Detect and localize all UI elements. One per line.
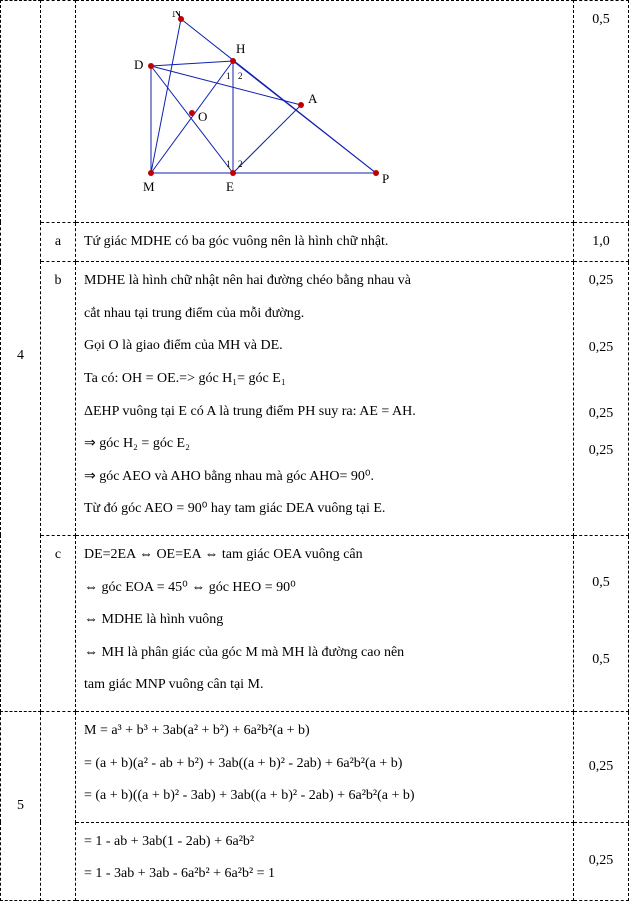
svg-text:A: A (308, 91, 318, 106)
pts-4c: 0,5 0,5 (574, 535, 629, 711)
answer-table: 4 NDHOAMEP1212 0,5 a Tứ giác MDHE có ba … (0, 0, 629, 901)
diagram-pts: 0,5 (574, 1, 629, 223)
line: cắt nhau tại trung điểm của mỗi đường. (84, 301, 565, 328)
svg-text:2: 2 (238, 159, 243, 169)
line: ⇔ MH là phân giác của góc M mà MH là đườ… (84, 640, 565, 667)
line: Gọi O là giao điểm của MH và DE. (84, 333, 565, 360)
line: ⇔ góc EOA = 45⁰ ⇔ góc HEO = 90⁰ (84, 575, 565, 602)
content-5-1: M = a³ + b³ + 3ab(a² + b²) + 6a²b²(a + b… (76, 711, 574, 822)
line: M = a³ + b³ + 3ab(a² + b²) + 6a²b²(a + b… (84, 718, 565, 745)
line: ⇒ góc AEO và AHO bằng nhau mà góc AHO= 9… (84, 464, 565, 491)
line: = (a + b)(a² - ab + b²) + 3ab((a + b)² -… (84, 751, 565, 778)
sub-5 (41, 711, 76, 900)
row-5-1: 5 M = a³ + b³ + 3ab(a² + b²) + 6a²b²(a +… (1, 711, 629, 822)
line: ⇔ MDHE là hình vuông (84, 607, 565, 634)
pts: 0,25 (578, 401, 624, 428)
line: = (a + b)((a + b)² - 3ab) + 3ab((a + b)²… (84, 783, 565, 810)
content-4a: Tứ giác MDHE có ba góc vuông nên là hình… (76, 222, 574, 262)
svg-text:O: O (198, 109, 207, 124)
line: tam giác MNP vuông cân tại M. (84, 672, 565, 699)
content-4c: DE=2EA ⇔ OE=EA ⇔ tam giác OEA vuông cân … (76, 535, 574, 711)
pts-4b: 0,25 0,25 0,25 0,25 (574, 262, 629, 536)
diagram-cell: NDHOAMEP1212 (76, 1, 574, 223)
sub-a: a (41, 222, 76, 262)
pts-5-2: 0,25 (574, 822, 629, 900)
row-4c: c DE=2EA ⇔ OE=EA ⇔ tam giác OEA vuông câ… (1, 535, 629, 711)
pts-diagram: 0,5 (592, 12, 610, 27)
svg-text:H: H (236, 41, 245, 56)
content-5-2: = 1 - ab + 3ab(1 - 2ab) + 6a²b² = 1 - 3a… (76, 822, 574, 900)
pts: 0,5 (578, 570, 624, 597)
pts-4a: 1,0 (574, 222, 629, 262)
question-number-4: 4 (1, 1, 41, 712)
svg-text:1: 1 (226, 71, 231, 81)
svg-text:2: 2 (238, 71, 243, 81)
content-4b: MDHE là hình chữ nhật nên hai đường chéo… (76, 262, 574, 536)
svg-text:P: P (382, 171, 389, 186)
pts: 0,5 (578, 647, 624, 674)
svg-text:N: N (172, 11, 182, 20)
line: = 1 - ab + 3ab(1 - 2ab) + 6a²b² (84, 829, 565, 856)
question-number-5: 5 (1, 711, 41, 900)
line: MDHE là hình chữ nhật nên hai đường chéo… (84, 268, 565, 295)
sub-c: c (41, 535, 76, 711)
diagram-sub (41, 1, 76, 223)
row-diagram: 4 NDHOAMEP1212 0,5 (1, 1, 629, 223)
line: ⇒ góc H₂ = góc E₂ (84, 431, 565, 458)
svg-text:D: D (134, 57, 143, 72)
svg-text:1: 1 (226, 159, 231, 169)
q5-label: 5 (17, 798, 24, 813)
geometry-diagram: NDHOAMEP1212 (86, 11, 426, 201)
row-5-2: = 1 - ab + 3ab(1 - 2ab) + 6a²b² = 1 - 3a… (1, 822, 629, 900)
pts: 0,25 (589, 759, 614, 774)
pts: 0,25 (578, 335, 624, 362)
line: Từ đó góc AEO = 90⁰ hay tam giác DEA vuô… (84, 496, 565, 523)
line: Ta có: OH = OE.=> góc H₁= góc E₁ (84, 366, 565, 393)
svg-text:E: E (226, 179, 234, 194)
pts: 0,25 (589, 853, 614, 868)
pts-5-1: 0,25 (574, 711, 629, 822)
sub-b: b (41, 262, 76, 536)
pts: 0,25 (578, 438, 624, 465)
q4-label: 4 (17, 348, 24, 363)
row-4b: b MDHE là hình chữ nhật nên hai đường ch… (1, 262, 629, 536)
line: ΔEHP vuông tại E có A là trung điểm PH s… (84, 399, 565, 426)
row-4a: a Tứ giác MDHE có ba góc vuông nên là hì… (1, 222, 629, 262)
line: = 1 - 3ab + 3ab - 6a²b² + 6a²b² = 1 (84, 861, 565, 888)
svg-text:M: M (143, 179, 155, 194)
pts: 0,25 (578, 268, 624, 295)
line: DE=2EA ⇔ OE=EA ⇔ tam giác OEA vuông cân (84, 542, 565, 569)
